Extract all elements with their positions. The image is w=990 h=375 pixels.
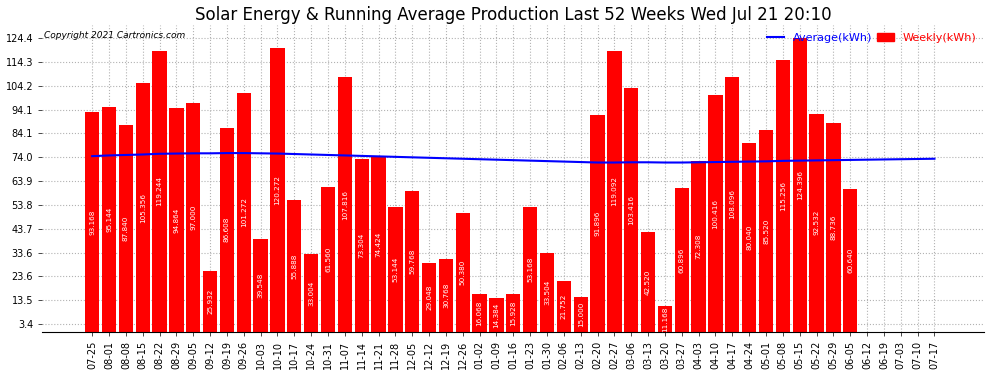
Bar — [455, 213, 470, 332]
Bar — [810, 114, 824, 332]
Text: 86.608: 86.608 — [224, 217, 230, 243]
Bar — [573, 297, 588, 332]
Bar — [102, 107, 116, 332]
Bar — [439, 260, 453, 332]
Text: 74.424: 74.424 — [375, 231, 381, 257]
Bar — [136, 83, 149, 332]
Bar — [742, 143, 756, 332]
Text: 42.520: 42.520 — [645, 269, 651, 294]
Text: 88.736: 88.736 — [831, 214, 837, 240]
Text: 119.244: 119.244 — [156, 176, 162, 206]
Bar — [422, 264, 437, 332]
Text: 53.144: 53.144 — [392, 256, 398, 282]
Bar — [624, 88, 639, 332]
Bar — [287, 200, 302, 332]
Bar — [674, 188, 689, 332]
Text: 93.168: 93.168 — [89, 209, 95, 235]
Bar — [152, 51, 166, 332]
Bar — [321, 187, 336, 332]
Text: 30.768: 30.768 — [443, 283, 448, 308]
Text: 16.068: 16.068 — [476, 300, 483, 326]
Text: 107.816: 107.816 — [342, 190, 347, 220]
Text: 115.256: 115.256 — [780, 181, 786, 211]
Bar — [371, 156, 386, 332]
Bar — [354, 159, 369, 332]
Bar — [523, 207, 538, 332]
Text: 61.560: 61.560 — [325, 247, 331, 272]
Text: 39.548: 39.548 — [257, 273, 263, 298]
Bar — [270, 48, 285, 332]
Text: 14.384: 14.384 — [493, 302, 500, 328]
Text: 21.752: 21.752 — [561, 294, 567, 319]
Text: 95.144: 95.144 — [106, 207, 112, 232]
Text: 119.092: 119.092 — [612, 177, 618, 207]
Text: Copyright 2021 Cartronics.com: Copyright 2021 Cartronics.com — [45, 31, 185, 40]
Bar — [169, 108, 183, 332]
Bar — [691, 161, 706, 332]
Text: 100.416: 100.416 — [713, 198, 719, 228]
Text: 120.272: 120.272 — [274, 175, 280, 205]
Text: 53.168: 53.168 — [527, 256, 534, 282]
Text: 60.896: 60.896 — [679, 248, 685, 273]
Text: 94.864: 94.864 — [173, 207, 179, 233]
Text: 33.504: 33.504 — [544, 280, 550, 305]
Bar — [556, 280, 571, 332]
Text: 105.356: 105.356 — [140, 193, 146, 223]
Bar — [237, 93, 250, 332]
Bar — [540, 253, 554, 332]
Text: 124.396: 124.396 — [797, 170, 803, 200]
Text: 108.096: 108.096 — [730, 189, 736, 219]
Bar — [590, 115, 605, 332]
Bar — [388, 207, 403, 332]
Text: 50.380: 50.380 — [459, 260, 465, 285]
Bar — [776, 60, 790, 332]
Text: 87.840: 87.840 — [123, 216, 129, 241]
Title: Solar Energy & Running Average Production Last 52 Weeks Wed Jul 21 20:10: Solar Energy & Running Average Productio… — [195, 6, 832, 24]
Bar — [708, 95, 723, 332]
Bar — [472, 294, 487, 332]
Bar — [657, 306, 672, 332]
Text: 80.040: 80.040 — [746, 225, 752, 250]
Bar — [304, 254, 319, 332]
Bar — [203, 271, 217, 332]
Bar — [725, 77, 740, 332]
Bar — [405, 191, 420, 332]
Text: 59.768: 59.768 — [409, 249, 415, 274]
Text: 33.004: 33.004 — [308, 280, 314, 306]
Text: 91.896: 91.896 — [595, 211, 601, 236]
Bar — [489, 298, 504, 332]
Text: 55.888: 55.888 — [291, 254, 297, 279]
Text: 92.532: 92.532 — [814, 210, 820, 236]
Bar — [793, 38, 807, 332]
Text: 15.000: 15.000 — [578, 302, 584, 327]
Text: 73.304: 73.304 — [358, 233, 364, 258]
Text: 29.048: 29.048 — [426, 285, 432, 310]
Bar — [827, 123, 841, 332]
Bar — [338, 78, 352, 332]
Text: 25.932: 25.932 — [207, 289, 213, 314]
Bar — [506, 294, 521, 332]
Text: 85.520: 85.520 — [763, 218, 769, 244]
Text: 103.416: 103.416 — [629, 195, 635, 225]
Text: 72.308: 72.308 — [696, 234, 702, 260]
Text: 15.928: 15.928 — [510, 300, 517, 326]
Bar — [253, 238, 268, 332]
Bar — [119, 124, 133, 332]
Bar — [220, 128, 234, 332]
Text: 60.640: 60.640 — [847, 248, 853, 273]
Bar — [759, 130, 773, 332]
Text: 11.168: 11.168 — [662, 306, 668, 332]
Bar — [641, 232, 655, 332]
Legend: Average(kWh), Weekly(kWh): Average(kWh), Weekly(kWh) — [764, 31, 979, 45]
Bar — [843, 189, 857, 332]
Bar — [186, 103, 200, 332]
Bar — [85, 112, 99, 332]
Bar — [607, 51, 622, 332]
Text: 97.000: 97.000 — [190, 205, 196, 230]
Text: 101.272: 101.272 — [241, 198, 247, 228]
